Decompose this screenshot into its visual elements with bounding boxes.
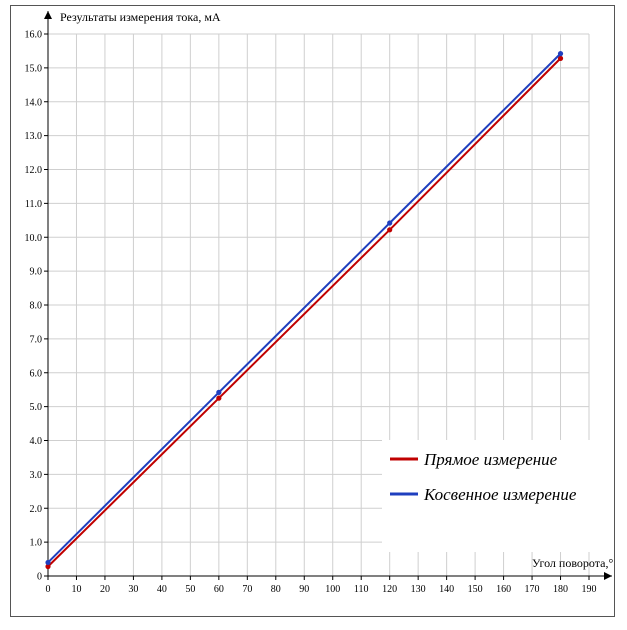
x-tick-labels: 0 10 20 30 40 50 60 70 80 90 100 110 120 130 140 150 160… bbox=[46, 584, 597, 595]
x-tick-label: 10 bbox=[71, 584, 81, 595]
y-tick-label: 7.0 bbox=[30, 334, 43, 345]
x-tick-label: 180 bbox=[553, 584, 568, 595]
x-tick-label: 40 bbox=[157, 584, 167, 595]
y-tick-label: 13.0 bbox=[25, 131, 43, 142]
y-tick-label: 8.0 bbox=[30, 301, 43, 312]
x-tick-label: 90 bbox=[299, 584, 309, 595]
y-tick-label: 11.0 bbox=[25, 199, 42, 210]
x-tick-label: 130 bbox=[411, 584, 426, 595]
x-tick-label: 100 bbox=[325, 584, 340, 595]
axes bbox=[44, 11, 612, 580]
y-tick-label: 15.0 bbox=[25, 63, 43, 74]
legend: Прямое измерение Косвенное измерение bbox=[382, 440, 602, 552]
data-point-indirect bbox=[216, 389, 222, 395]
x-axis-arrow bbox=[604, 572, 612, 580]
legend-label-indirect: Косвенное измерение bbox=[423, 485, 577, 504]
x-tick-label: 60 bbox=[214, 584, 224, 595]
y-axis-label: Результаты измерения тока, мА bbox=[60, 10, 221, 24]
y-tick-label: 10.0 bbox=[25, 233, 43, 244]
y-axis-arrow bbox=[44, 11, 52, 19]
data-point-direct bbox=[557, 55, 564, 61]
data-point-direct bbox=[387, 227, 393, 233]
x-tick-label: 70 bbox=[242, 584, 252, 595]
legend-label-direct: Прямое измерение bbox=[423, 450, 558, 469]
x-tick-label: 20 bbox=[100, 584, 110, 595]
x-tick-label: 0 bbox=[46, 584, 51, 595]
x-tick-label: 50 bbox=[185, 584, 195, 595]
y-tick-label: 0 bbox=[37, 572, 42, 583]
series-line-direct bbox=[47, 57, 562, 568]
series-line-indirect bbox=[47, 52, 562, 564]
y-tick-label: 3.0 bbox=[30, 470, 43, 481]
x-tick-label: 140 bbox=[439, 584, 454, 595]
data-point-indirect bbox=[557, 51, 564, 57]
series-lines bbox=[45, 51, 564, 570]
y-tick-labels: 0 1.0 2.0 3.0 4.0 5.0 6.0 7.0 8.0 9.0 10.0 11.0 12.0… bbox=[25, 30, 43, 583]
x-tick-label: 160 bbox=[496, 584, 511, 595]
data-point-indirect bbox=[45, 559, 51, 566]
y-tick-label: 4.0 bbox=[30, 436, 43, 447]
data-point-direct bbox=[45, 563, 51, 570]
y-tick-label: 16.0 bbox=[25, 30, 43, 41]
x-tick-label: 30 bbox=[128, 584, 138, 595]
y-tick-label: 5.0 bbox=[30, 402, 43, 413]
x-tick-label: 120 bbox=[382, 584, 397, 595]
data-point-indirect bbox=[387, 220, 393, 226]
legend-background bbox=[382, 440, 602, 552]
y-tick-label: 9.0 bbox=[30, 267, 43, 278]
x-tick-label: 150 bbox=[468, 584, 483, 595]
x-tick-label: 190 bbox=[582, 584, 597, 595]
y-tick-label: 14.0 bbox=[25, 97, 43, 108]
y-tick-label: 1.0 bbox=[30, 538, 43, 549]
x-tick-label: 110 bbox=[354, 584, 369, 595]
data-point-direct bbox=[216, 395, 222, 401]
x-tick-label: 170 bbox=[525, 584, 540, 595]
x-axis-label: Угол поворота,° bbox=[532, 556, 613, 570]
y-tick-label: 6.0 bbox=[30, 368, 43, 379]
y-tick-label: 2.0 bbox=[30, 504, 43, 515]
x-tick-label: 80 bbox=[271, 584, 281, 595]
y-tick-label: 12.0 bbox=[25, 165, 43, 176]
